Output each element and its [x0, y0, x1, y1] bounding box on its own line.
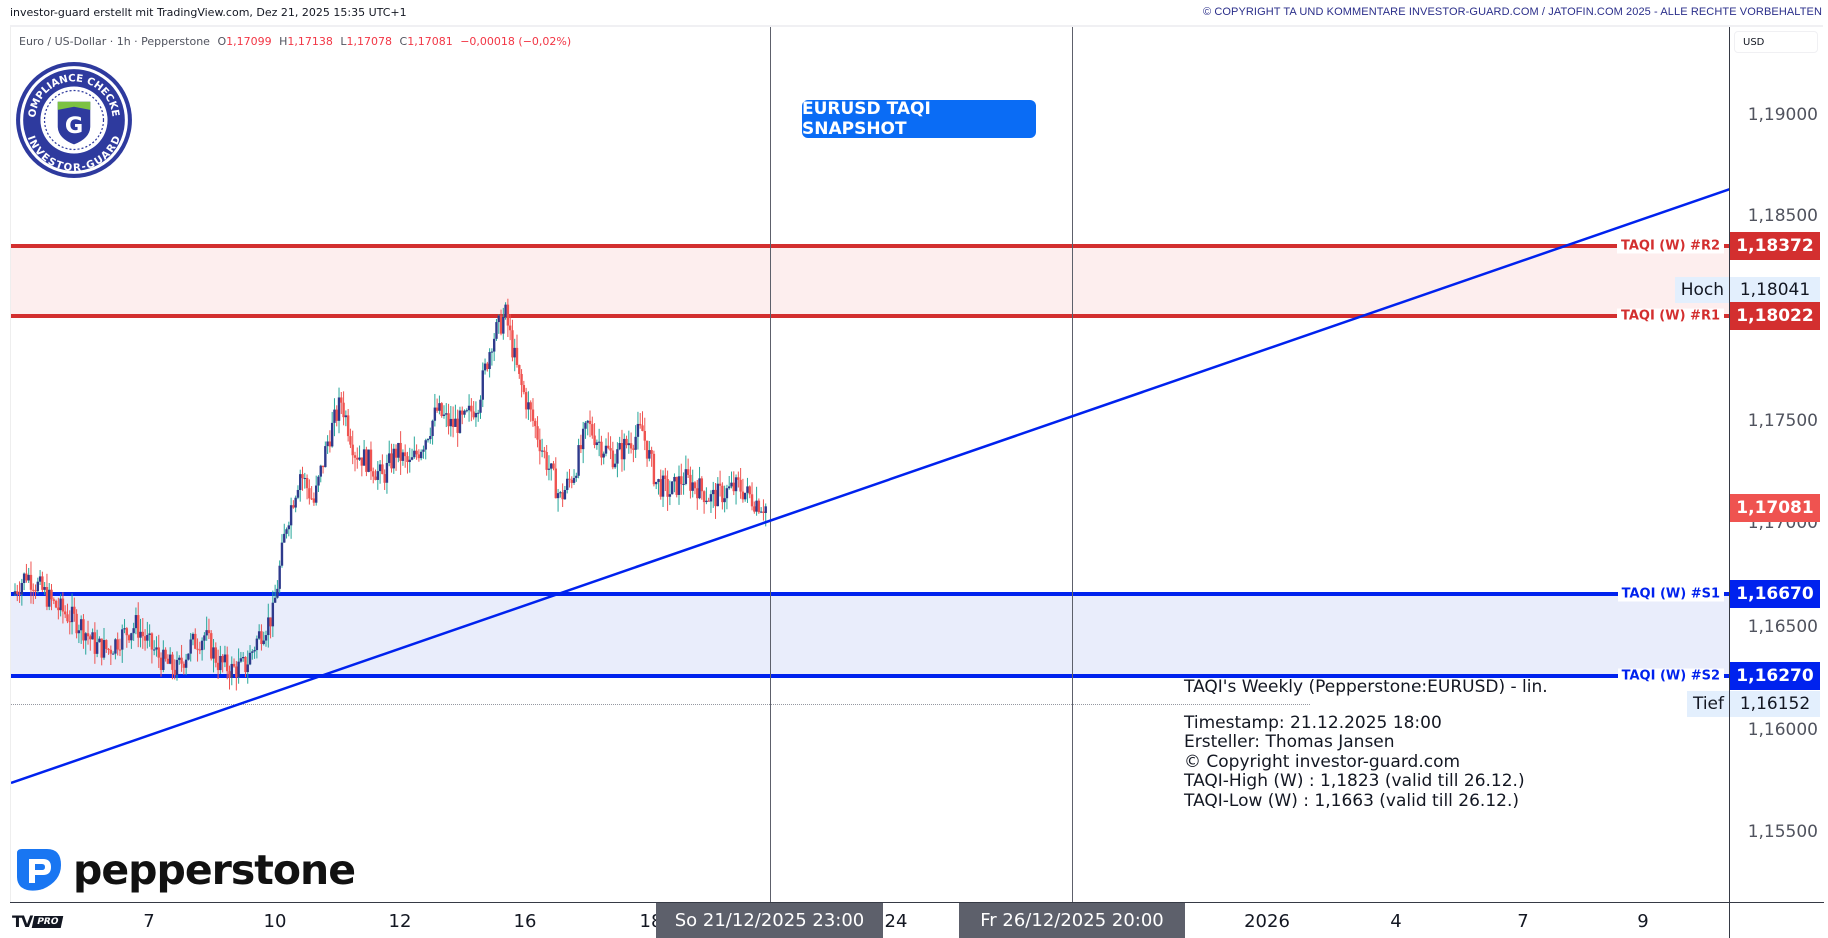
close-value: 1,17081 [407, 35, 453, 48]
time-axis[interactable]: TV PRO 7 10 12 16 18 So 21/12/2025 23:00… [10, 902, 1729, 938]
r2-label: TAQI (W) #R2 [1616, 238, 1724, 254]
time-tick: 10 [263, 911, 287, 932]
time-tick: 7 [143, 911, 155, 932]
low-label: Tief [1686, 691, 1730, 717]
chart-pane[interactable]: TAQI (W) #R2 TAQI (W) #R1 TAQI (W) #S1 T… [10, 27, 1730, 902]
info-taqi-high: TAQI-High (W) : 1,1823 (valid till 26.12… [1184, 771, 1525, 791]
low-price-tag: 1,16152 [1730, 691, 1820, 717]
symbol-title[interactable]: Euro / US-Dollar · 1h · Pepperstone [19, 35, 210, 48]
open-value: 1,17099 [226, 35, 272, 48]
pro-badge: PRO [32, 915, 64, 928]
time-tick: 12 [388, 911, 412, 932]
copyright-banner: © COPYRIGHT TA UND KOMMENTARE INVESTOR-G… [1202, 6, 1822, 18]
pepperstone-p-icon [17, 849, 61, 891]
s1-label: TAQI (W) #S1 [1617, 586, 1724, 602]
time-marker-1[interactable]: So 21/12/2025 23:00 [656, 903, 883, 938]
pepperstone-logo: pepperstone [13, 846, 356, 894]
time-tick: 9 [1637, 911, 1649, 932]
header-divider [10, 25, 1823, 27]
open-label: O [217, 35, 227, 48]
s2-line[interactable] [11, 674, 1730, 678]
high-label: Hoch [1674, 277, 1730, 303]
price-tick: 1,16500 [1747, 617, 1818, 637]
change-value: −0,00018 (−0,02%) [460, 35, 572, 48]
tradingview-pro-logo: TV PRO [12, 912, 64, 931]
svg-text:G: G [65, 113, 83, 139]
created-by-text: investor-guard erstellt mit TradingView.… [10, 6, 407, 19]
high-label-legend: H [279, 35, 288, 48]
price-tick: 1,18500 [1747, 206, 1818, 226]
time-marker-2[interactable]: Fr 26/12/2025 20:00 [959, 903, 1185, 938]
high-value: 1,17138 [287, 35, 333, 48]
time-tick: 16 [513, 911, 537, 932]
info-title: TAQI's Weekly (Pepperstone:EURUSD) - lin… [1184, 677, 1548, 697]
trendline [11, 187, 1730, 785]
current-price-tag: 1,17081 [1730, 494, 1820, 522]
r1-line[interactable] [11, 314, 1730, 318]
info-taqi-low: TAQI-Low (W) : 1,1663 (valid till 26.12.… [1184, 790, 1519, 811]
candlestick-series [11, 187, 1730, 785]
info-author: Ersteller: Thomas Jansen [1184, 732, 1395, 752]
pepperstone-wordmark: pepperstone [73, 846, 356, 894]
price-axis[interactable]: USD 1,19000 1,18500 1,17500 1,17000 1,16… [1729, 27, 1824, 937]
s2-price-tag: 1,16270 [1730, 662, 1820, 690]
low-value: 1,17078 [346, 35, 393, 48]
vertical-marker-2[interactable] [1072, 27, 1073, 902]
time-tick: 7 [1517, 911, 1529, 932]
info-copyright: © Copyright investor-guard.com [1184, 751, 1461, 772]
low-dotted-line [11, 704, 1310, 705]
r2-price-tag: 1,18372 [1730, 232, 1820, 260]
axis-corner [1729, 902, 1824, 938]
snapshot-title-button[interactable]: EURUSD TAQI SNAPSHOT [802, 99, 1036, 139]
close-label: C [399, 35, 408, 48]
ohlc-legend: Euro / US-Dollar · 1h · Pepperstone O1,1… [19, 35, 571, 48]
price-tick: 1,15500 [1747, 822, 1818, 842]
support-zone [11, 594, 1730, 676]
s2-label: TAQI (W) #S2 [1617, 668, 1724, 684]
price-tick: 1,19000 [1747, 105, 1818, 125]
price-tick: 1,17500 [1747, 411, 1818, 431]
r1-price-tag: 1,18022 [1730, 302, 1820, 330]
currency-selector[interactable]: USD [1734, 31, 1818, 53]
s1-price-tag: 1,16670 [1730, 580, 1820, 608]
time-tick: 24 [884, 911, 908, 932]
taqi-info-box: TAQI's Weekly (Pepperstone:EURUSD) - lin… [1184, 677, 1548, 811]
high-price-tag: 1,18041 [1730, 277, 1820, 303]
tradingview-icon: TV [12, 912, 33, 931]
price-tick: 1,16000 [1747, 720, 1818, 740]
vertical-marker-1[interactable] [770, 27, 771, 902]
time-tick: 2026 [1244, 911, 1290, 932]
low-label-legend: L [340, 35, 347, 48]
resistance-zone [11, 246, 1730, 316]
info-timestamp: Timestamp: 21.12.2025 18:00 [1184, 712, 1442, 733]
compliance-badge-icon: COMPLIANCE CHECKED INVESTOR-GUARD G [13, 59, 132, 178]
r2-line[interactable] [11, 244, 1730, 248]
r1-label: TAQI (W) #R1 [1616, 308, 1724, 324]
time-tick: 4 [1390, 911, 1402, 932]
s1-line[interactable] [11, 592, 1730, 596]
